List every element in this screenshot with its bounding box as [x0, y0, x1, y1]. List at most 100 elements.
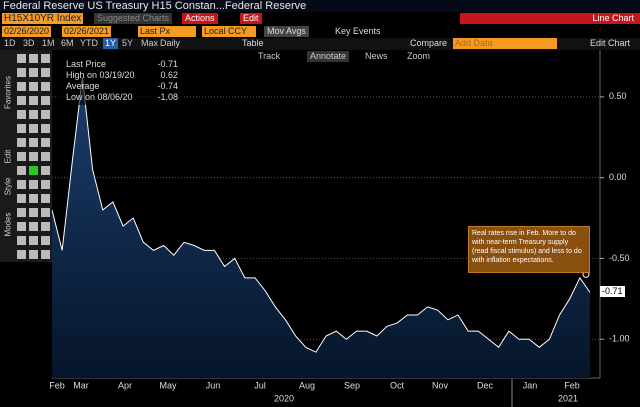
tool-icon[interactable]: [29, 152, 38, 161]
key-events[interactable]: Key Events: [335, 26, 381, 36]
add-data[interactable]: Add Data: [453, 38, 557, 49]
annotation: Real rates rise in Feb. More to do with …: [468, 226, 590, 273]
tool-icon[interactable]: [41, 110, 50, 119]
tool-icon[interactable]: [29, 236, 38, 245]
tool-icon[interactable]: [17, 222, 26, 231]
tool-icon[interactable]: [29, 68, 38, 77]
edit[interactable]: Edit: [240, 13, 262, 24]
start-date[interactable]: 02/26/2020: [2, 26, 52, 37]
tool-icon[interactable]: [41, 180, 50, 189]
tool-icon[interactable]: [41, 250, 50, 259]
period[interactable]: 1M: [42, 38, 55, 48]
x-tick-label: Oct: [390, 380, 405, 390]
period[interactable]: YTD: [80, 38, 98, 48]
mov-avgs[interactable]: Mov Avgs: [264, 26, 309, 37]
stat-value: -1.08: [157, 92, 178, 102]
tool-icon[interactable]: [41, 208, 50, 217]
tool-icon[interactable]: [41, 222, 50, 231]
period[interactable]: Daily: [160, 38, 181, 48]
tool-icon[interactable]: [29, 208, 38, 217]
legend: Last Price -0.71 High on 03/19/20 0.62 Avera…: [56, 57, 184, 105]
tool-icon[interactable]: [17, 166, 26, 175]
tool-icon[interactable]: [41, 138, 50, 147]
x-tick-label: Apr: [118, 380, 132, 390]
tool-icon[interactable]: [41, 124, 50, 133]
tool-icon[interactable]: [41, 166, 50, 175]
stat-value: -0.74: [157, 81, 178, 91]
currency[interactable]: Local CCY: [202, 26, 256, 37]
tool-icon[interactable]: [17, 194, 26, 203]
tool-icon[interactable]: [29, 82, 38, 91]
actions[interactable]: Actions: [182, 13, 218, 24]
x-tick-label: Jun: [206, 380, 221, 390]
tool-icon[interactable]: [17, 236, 26, 245]
tool-icon[interactable]: [17, 250, 26, 259]
row-2: H15X10YR Index Suggested Charts Actions …: [0, 13, 640, 25]
edit-chart[interactable]: Edit Chart: [590, 38, 631, 48]
tool-icon[interactable]: [29, 124, 38, 133]
tool-icon[interactable]: [17, 124, 26, 133]
tool-icon[interactable]: [17, 180, 26, 189]
tool-icon[interactable]: [29, 250, 38, 259]
tool-icon[interactable]: [17, 82, 26, 91]
suggested-charts[interactable]: Suggested Charts: [94, 13, 173, 24]
tool-icon[interactable]: [41, 194, 50, 203]
tool-icon[interactable]: [41, 236, 50, 245]
end-date[interactable]: 02/26/2021: [62, 26, 112, 37]
period[interactable]: 6M: [61, 38, 74, 48]
x-tick-label: May: [159, 380, 177, 390]
tool-icon[interactable]: [17, 110, 26, 119]
period[interactable]: 1Y: [103, 38, 119, 49]
tool[interactable]: Track: [258, 51, 281, 61]
tool-icon[interactable]: [41, 68, 50, 77]
period[interactable]: Max: [141, 38, 159, 48]
tool[interactable]: News: [365, 51, 388, 61]
y-tick-label: -0.50: [609, 253, 630, 263]
period[interactable]: 5Y: [122, 38, 134, 48]
last-value-label: -0.71: [600, 286, 625, 297]
period[interactable]: 1D: [4, 38, 16, 48]
x-tick-label: Mar: [73, 380, 89, 390]
period[interactable]: 3D: [23, 38, 35, 48]
tool-icon[interactable]: [17, 54, 26, 63]
x-tick-label: Aug: [299, 380, 315, 390]
tool-icon[interactable]: [17, 138, 26, 147]
tool-icon[interactable]: [29, 194, 38, 203]
stat-label: High on 03/19/20: [66, 70, 135, 80]
tool-icon[interactable]: [17, 68, 26, 77]
x-tick-label: Jul: [254, 380, 266, 390]
tool-icon[interactable]: [41, 152, 50, 161]
y-tick-label: 0.50: [609, 91, 627, 101]
tool-icon[interactable]: [29, 222, 38, 231]
line: [51, 77, 591, 353]
tool[interactable]: Annotate: [307, 51, 350, 62]
tool-icon[interactable]: [41, 54, 50, 63]
side-tab[interactable]: Modes: [3, 212, 13, 237]
year-label: 2021: [558, 393, 578, 403]
stat-label: Average: [66, 81, 100, 91]
x-tick-label: Feb: [564, 380, 580, 390]
side-tab[interactable]: Favorites: [3, 76, 13, 109]
tool-icon[interactable]: [17, 152, 26, 161]
table[interactable]: Table: [242, 38, 264, 48]
year-label: 2020: [274, 393, 294, 403]
tool-icon[interactable]: [17, 96, 26, 105]
compare[interactable]: Compare: [410, 38, 448, 48]
ticker[interactable]: H15X10YR Index: [2, 13, 84, 24]
row-4: Table Compare Add Data Edit Chart 1D 3D 1M…: [0, 38, 640, 50]
tool-icon[interactable]: [29, 96, 38, 105]
tool-icon[interactable]: [17, 208, 26, 217]
price-field[interactable]: Last Px: [138, 26, 196, 37]
tool-icon[interactable]: [41, 96, 50, 105]
x-tick-label: Jan: [523, 380, 538, 390]
tool-icon[interactable]: [41, 82, 50, 91]
tool[interactable]: Zoom: [407, 51, 431, 61]
tool-icon[interactable]: [29, 54, 38, 63]
tool-icon[interactable]: [29, 110, 38, 119]
y-tick-label: 0.00: [609, 172, 627, 182]
tool-icon[interactable]: [29, 166, 38, 175]
tool-icon[interactable]: [29, 180, 38, 189]
side-tab[interactable]: Style: [3, 177, 13, 196]
tool-icon[interactable]: [29, 138, 38, 147]
